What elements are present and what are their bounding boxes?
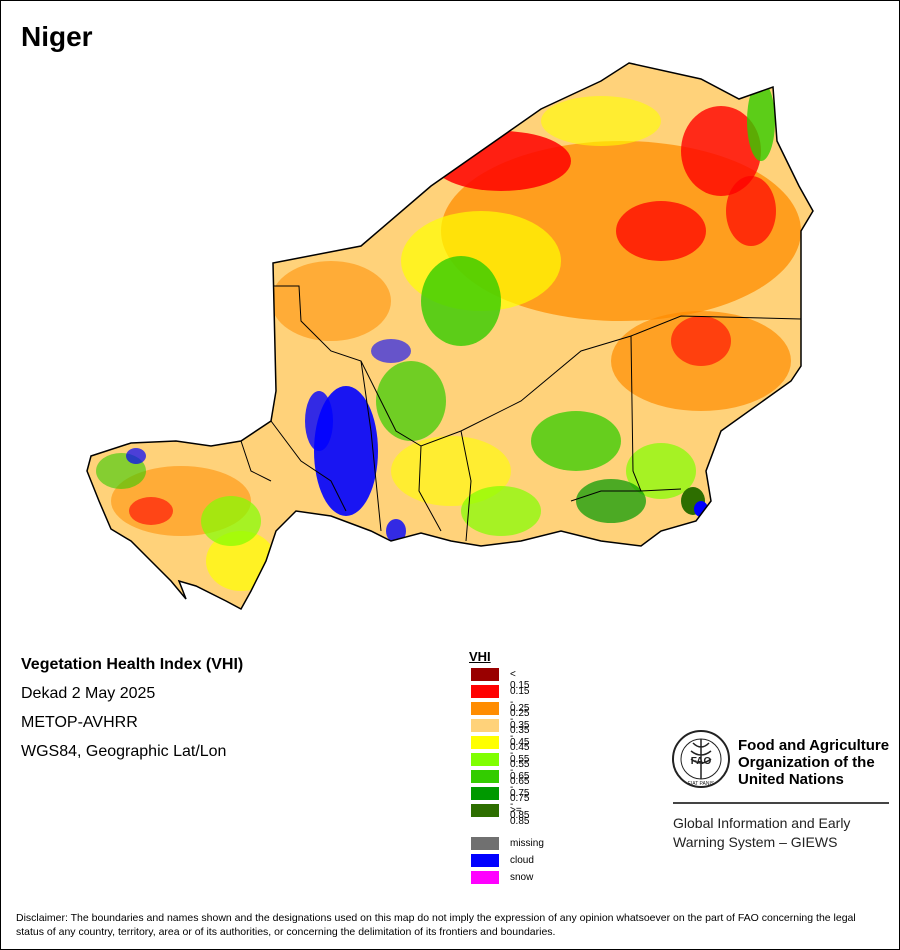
legend-label: 0.65 - 0.75 [510, 771, 530, 804]
legend-label: 0.45 - 0.55 [510, 737, 530, 770]
legend-item: 0.25 - 0.35 [469, 700, 529, 736]
giews-line1: Global Information and Early [673, 815, 851, 831]
legend-swatch [471, 804, 499, 817]
legend-item: 0.75 - 0.85 [469, 785, 529, 821]
legend-label: 0.75 - 0.85 [510, 788, 530, 821]
legend-item: 0.45 - 0.55 [469, 734, 529, 770]
legend-swatch [471, 753, 499, 766]
fao-name-line2: Organization of the [738, 754, 875, 771]
legend-title: VHI [469, 649, 491, 664]
legend-classes: < 0.15 0.15 - 0.25 0.25 - 0.35 0.35 - 0.… [469, 666, 529, 827]
country-title: Niger [21, 21, 93, 52]
fao-name-line1: Food and Agriculture [738, 737, 890, 754]
giews-name: Global Information and Early Warning Sys… [673, 814, 893, 852]
legend-swatch [471, 736, 499, 749]
legend-item: 0.65 - 0.75 [469, 768, 529, 804]
vhi-legend: VHI < 0.15 0.15 - 0.25 0.25 - 0.35 0.35 … [469, 649, 544, 886]
legend-swatch [471, 854, 499, 867]
legend-swatch [471, 837, 499, 850]
fao-logo-text: FAO [691, 756, 712, 767]
legend-label: 0.35 - 0.45 [510, 720, 530, 753]
fao-name-line3: United Nations [738, 771, 844, 788]
legend-swatch [471, 787, 499, 800]
region-boundaries [240, 285, 802, 542]
legend-label: 0.25 - 0.35 [510, 703, 530, 736]
vhi-raster [87, 63, 813, 609]
sensor: METOP-AVHRR [21, 714, 138, 731]
legend-swatch [471, 719, 499, 732]
vhi-map [86, 62, 814, 610]
legend-swatch [471, 702, 499, 715]
giews-line2: Warning System – GIEWS [673, 834, 838, 850]
fao-giews-block: FAO FIAT PANIS Food and Agriculture Orga… [671, 729, 889, 850]
legend-label: cloud [510, 855, 534, 866]
legend-item-snow: snow [469, 869, 533, 886]
fao-logo-icon: FAO FIAT PANIS [672, 730, 730, 788]
map-info: Vegetation Health Index (VHI) Dekad 2 Ma… [21, 656, 243, 772]
legend-label: 0.55 - 0.65 [510, 754, 530, 787]
legend-item: < 0.15 [469, 666, 529, 691]
index-name: Vegetation Health Index (VHI) [21, 656, 244, 673]
legend-label: missing [510, 838, 544, 849]
legend-item-missing: missing [469, 835, 544, 852]
legend-special: missing cloud snow [469, 835, 544, 886]
legend-label: snow [510, 872, 534, 883]
legend-swatch [471, 685, 499, 698]
legend-swatch [471, 770, 499, 783]
legend-swatch [471, 871, 499, 884]
disclaimer: Disclaimer: The boundaries and names sho… [16, 912, 856, 938]
projection: WGS84, Geographic Lat/Lon [21, 743, 227, 760]
legend-label: < 0.15 [510, 669, 530, 691]
legend-item: >= 0.85 [469, 802, 529, 827]
legend-item: 0.15 - 0.25 [469, 683, 529, 719]
legend-item-cloud: cloud [469, 852, 534, 869]
period: Dekad 2 May 2025 [21, 685, 156, 702]
legend-swatch [471, 668, 499, 681]
legend-item: 0.55 - 0.65 [469, 751, 529, 787]
legend-label: 0.15 - 0.25 [510, 686, 530, 719]
fao-logo-motto: FIAT PANIS [688, 781, 715, 787]
legend-label: >= 0.85 [510, 805, 530, 827]
divider [673, 802, 889, 804]
legend-item: 0.35 - 0.45 [469, 717, 529, 753]
legend-gap [469, 819, 491, 835]
fao-name: Food and Agriculture Organization of the… [738, 737, 898, 788]
